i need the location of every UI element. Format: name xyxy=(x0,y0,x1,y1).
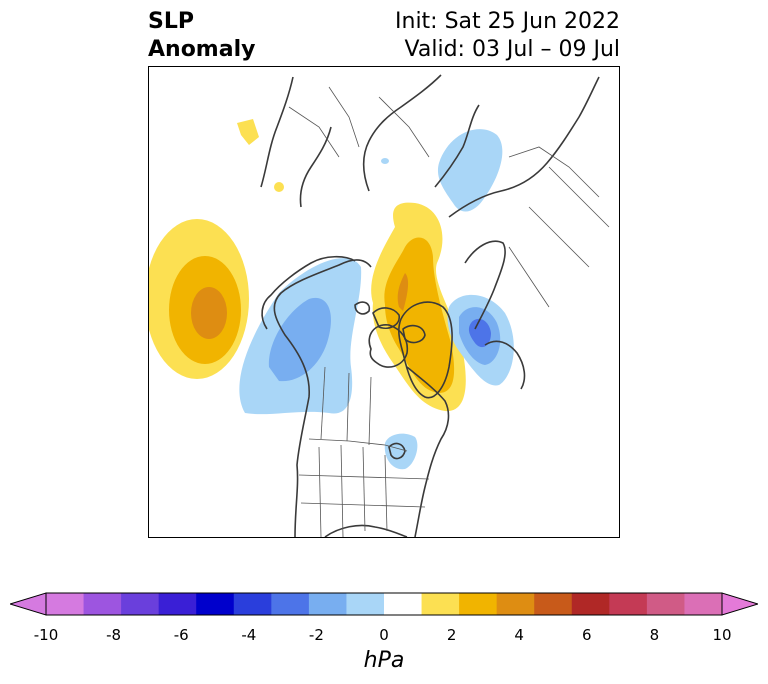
anomaly-contours xyxy=(149,119,514,470)
colorbar-tick-label: 2 xyxy=(446,626,457,644)
arctic-low-dot xyxy=(381,158,389,164)
colorbar-swatch xyxy=(308,593,347,615)
title-variable: SLP xyxy=(148,9,194,34)
colorbar-swatch xyxy=(421,593,460,615)
colorbar-tick-label: -6 xyxy=(173,626,189,644)
europe-low-core xyxy=(468,318,491,348)
valid-range: Valid: 03 Jul – 09 Jul xyxy=(404,37,620,62)
canada-prov-2 xyxy=(346,372,350,442)
canada-low-mid xyxy=(268,297,331,382)
colorbar-swatch xyxy=(646,593,685,615)
colorbar-tick-label: -2 xyxy=(308,626,324,644)
pacific-high-core xyxy=(191,287,227,339)
colorbar-swatch xyxy=(158,593,197,615)
canada-prov-1 xyxy=(320,366,326,440)
colorbar-tick-label: 10 xyxy=(712,626,732,644)
europe-coast xyxy=(484,340,526,390)
map-dates: Init: Sat 25 Jun 2022 Valid: 03 Jul – 09… xyxy=(395,8,620,64)
map-title: SLP Anomaly xyxy=(148,8,255,64)
ne-asia-coast xyxy=(362,74,442,192)
asia-border-1 xyxy=(378,96,430,158)
colorbar-swatch xyxy=(609,593,648,615)
colorbar-swatch xyxy=(83,593,122,615)
state-lines-3 xyxy=(362,446,366,532)
asia-west xyxy=(260,76,294,188)
gulf-coast xyxy=(324,524,408,537)
arctic-islands-2 xyxy=(402,324,426,344)
colorbar-swatch xyxy=(346,593,385,615)
colorbar-tick-label: -8 xyxy=(106,626,122,644)
great-lakes-low xyxy=(384,433,418,470)
colorbar-swatch xyxy=(46,593,85,615)
colorbar-swatch xyxy=(496,593,535,615)
siberia-coast-2 xyxy=(434,104,480,188)
colorbar-tick-label: 6 xyxy=(582,626,592,644)
coastlines xyxy=(260,74,600,537)
state-lines-1 xyxy=(318,446,322,537)
map-canvas xyxy=(149,74,610,537)
nw-positive-patch xyxy=(237,119,259,145)
kamchatka xyxy=(299,126,332,208)
colorbar-swatch xyxy=(571,593,610,615)
colorbar-tick-label: 4 xyxy=(514,626,524,644)
init-date: Init: Sat 25 Jun 2022 xyxy=(395,9,620,34)
colorbar-tick-label: -10 xyxy=(33,626,59,644)
greenland xyxy=(398,301,453,399)
asia-border-2 xyxy=(328,86,360,148)
colorbar-tick-label: 8 xyxy=(649,626,660,644)
colorbar-tick-label: 0 xyxy=(379,626,389,644)
colorbar-border xyxy=(45,592,723,616)
na-east-coast xyxy=(406,366,450,537)
us-canada-border xyxy=(308,438,408,452)
scandinavia xyxy=(464,240,506,330)
asia-border-3 xyxy=(288,106,340,158)
russia-arctic-coast xyxy=(448,76,600,218)
colorbar-svg xyxy=(8,592,760,616)
na-west-coast xyxy=(273,259,372,537)
nw-positive-dot xyxy=(274,182,284,192)
eurasia-border-1 xyxy=(508,246,550,308)
eurasia-border-4 xyxy=(508,146,600,198)
alaska-coast xyxy=(261,255,356,330)
anomaly-map xyxy=(148,66,620,538)
colorbar-swatch xyxy=(196,593,235,615)
eurasia-border-2 xyxy=(528,206,590,268)
greenland-high-mid xyxy=(384,237,455,393)
arctic-islands-1 xyxy=(372,307,400,330)
colorbar xyxy=(8,590,760,618)
title-anomaly: Anomaly xyxy=(148,37,256,62)
state-lines-h1 xyxy=(298,474,430,480)
colorbar-tick-label: -4 xyxy=(241,626,257,644)
colorbar-unit: hPa xyxy=(363,648,405,673)
canada-prov-3 xyxy=(368,376,372,446)
colorbar-swatch xyxy=(384,593,423,615)
colorbar-extend-low xyxy=(8,592,47,616)
colorbar-swatch xyxy=(459,593,498,615)
great-lakes xyxy=(388,442,406,460)
eurasia-border-3 xyxy=(548,166,610,228)
political-borders xyxy=(288,86,610,537)
state-lines-4 xyxy=(384,454,388,532)
colorbar-swatch xyxy=(233,593,272,615)
colorbar-swatch xyxy=(684,593,723,615)
colorbar-extend-high xyxy=(721,592,760,616)
colorbar-swatch xyxy=(534,593,573,615)
state-lines-2 xyxy=(340,444,344,537)
siberia-low xyxy=(437,129,503,212)
colorbar-swatch xyxy=(121,593,160,615)
colorbar-swatch xyxy=(271,593,310,615)
state-lines-h2 xyxy=(300,502,426,508)
arctic-islands-3 xyxy=(354,301,371,315)
greenland-high-core xyxy=(397,273,409,311)
